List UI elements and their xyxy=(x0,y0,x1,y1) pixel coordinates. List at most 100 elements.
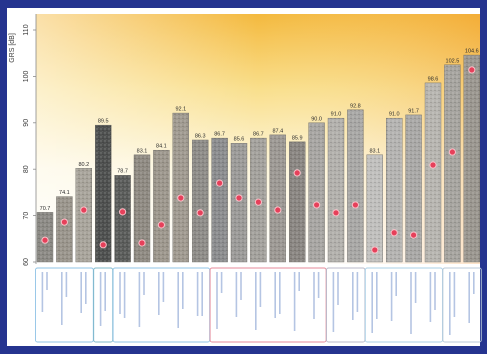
bar-texture xyxy=(327,117,345,263)
category-label-line xyxy=(235,272,238,317)
bar-value-label: 91.7 xyxy=(408,108,419,114)
category-label-line xyxy=(119,272,121,314)
bar-value-label: 91.0 xyxy=(389,112,400,118)
dot-point xyxy=(332,209,340,217)
category-label-line xyxy=(274,272,276,318)
category-label-line xyxy=(468,272,470,323)
category-label-line xyxy=(395,272,397,296)
bar-texture xyxy=(75,168,93,263)
category-label-line xyxy=(332,272,335,332)
category-label-line xyxy=(410,272,412,334)
bar-value-label: 91.0 xyxy=(331,112,342,118)
dot-point xyxy=(254,198,262,206)
category-label-line xyxy=(46,272,48,290)
category-label-line xyxy=(123,272,126,318)
bar-texture xyxy=(386,117,403,263)
bar-value-label: 85.6 xyxy=(234,137,245,143)
category-label-line xyxy=(279,272,281,314)
bar-texture xyxy=(230,143,248,263)
bar-value-label: 102.5 xyxy=(446,58,460,64)
bar-texture xyxy=(114,175,131,263)
category-label-line xyxy=(414,272,417,303)
category-label-line xyxy=(337,272,339,305)
bar-value-label: 86.7 xyxy=(253,132,264,138)
y-tick-label: 110 xyxy=(23,24,30,35)
category-label-line xyxy=(376,272,378,319)
bar-value-label: 78.7 xyxy=(117,169,128,175)
bar-texture xyxy=(153,149,170,263)
bar-value-label: 80.2 xyxy=(78,162,89,168)
category-label-line xyxy=(390,272,393,321)
category-label-line xyxy=(473,272,475,294)
dot-point xyxy=(177,194,185,202)
dot-point xyxy=(293,169,301,177)
dot-point xyxy=(351,201,359,209)
category-label-line xyxy=(177,272,179,328)
category-label-line xyxy=(158,272,160,315)
bar-texture xyxy=(463,54,480,263)
category-label-line xyxy=(196,272,199,316)
category-label-line xyxy=(201,272,203,316)
dot-series xyxy=(41,66,476,254)
category-label-line xyxy=(182,272,184,309)
category-label-line xyxy=(80,272,82,313)
bar-value-label: 74.1 xyxy=(59,190,70,196)
y-tick-label: 60 xyxy=(23,258,30,266)
category-label-line xyxy=(143,272,145,295)
category-label-line xyxy=(61,272,63,325)
bar-value-label: 83.1 xyxy=(137,148,148,154)
dot-point xyxy=(119,208,127,216)
category-label-area xyxy=(35,267,482,343)
bar-texture xyxy=(424,82,442,263)
category-label-line xyxy=(293,272,296,331)
category-label-line xyxy=(162,272,165,302)
category-label-line xyxy=(99,272,102,326)
dot-point xyxy=(371,246,379,254)
bar-texture xyxy=(347,109,364,263)
bar-texture xyxy=(211,137,228,263)
dot-point xyxy=(99,241,107,249)
bar-texture xyxy=(133,154,151,263)
bar-texture xyxy=(269,134,286,263)
dot-point xyxy=(80,206,88,214)
category-label-line xyxy=(255,272,257,330)
category-label-line xyxy=(41,272,44,312)
category-label-line xyxy=(356,272,359,312)
category-label-line xyxy=(104,272,106,311)
bar-value-label: 85.9 xyxy=(292,135,303,141)
bar-texture xyxy=(444,64,461,263)
bar-texture xyxy=(56,196,73,263)
bar-value-label: 83.1 xyxy=(369,148,380,154)
dot-point xyxy=(235,194,243,202)
y-tick-label: 90 xyxy=(23,119,30,127)
bar-texture xyxy=(366,154,383,263)
bar-value-label: 86.7 xyxy=(214,132,225,138)
category-label-line xyxy=(449,272,451,335)
category-label-line xyxy=(240,272,242,300)
bar-texture xyxy=(405,114,422,263)
bar-value-label: 92.8 xyxy=(350,103,361,109)
dot-point xyxy=(429,161,437,169)
bar-value-labels: 70.7 74.1 80.2 89.5 78.7 83.1 84.1 92.1 86.3 86.7… xyxy=(40,49,479,212)
dot-point xyxy=(138,239,146,247)
dot-point xyxy=(274,206,282,214)
dot-point xyxy=(41,236,49,244)
y-tick-label: 70 xyxy=(23,212,30,220)
dot-point xyxy=(216,179,224,187)
bar-texture xyxy=(308,122,325,263)
category-label-line xyxy=(429,272,432,322)
category-group-frame xyxy=(442,267,482,343)
category-label-line xyxy=(85,272,87,304)
y-tick-label: 100 xyxy=(23,70,30,82)
bar-value-label: 70.7 xyxy=(40,206,51,212)
dot-point xyxy=(157,221,165,229)
dot-point xyxy=(313,201,321,209)
bar-value-label: 92.1 xyxy=(175,107,186,113)
category-label-line xyxy=(138,272,141,327)
bar-value-label: 90.0 xyxy=(311,116,322,122)
dot-point xyxy=(60,218,69,226)
dot-point xyxy=(196,209,204,217)
bar-texture xyxy=(289,141,306,263)
dot-point xyxy=(410,231,418,239)
